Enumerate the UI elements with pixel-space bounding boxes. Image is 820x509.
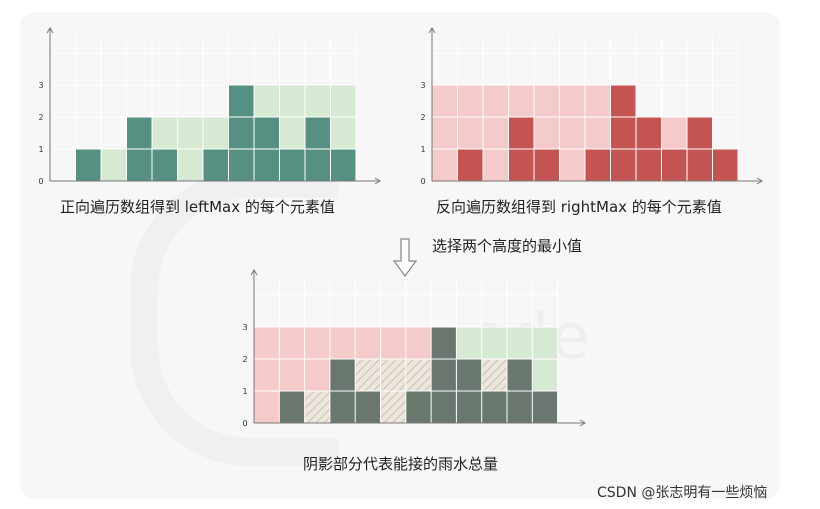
height-bar bbox=[228, 85, 254, 181]
height-bar bbox=[203, 149, 229, 181]
x-axis-arrow bbox=[579, 419, 586, 427]
height-bar bbox=[431, 327, 457, 423]
rightmax-cell bbox=[432, 85, 458, 181]
y-tick-label: 1 bbox=[420, 145, 425, 154]
height-bar bbox=[457, 149, 483, 181]
y-tick-label: 2 bbox=[420, 113, 425, 122]
height-bar bbox=[532, 391, 558, 423]
leftmax-cell bbox=[456, 327, 482, 359]
height-bar bbox=[481, 391, 507, 423]
height-bar bbox=[405, 391, 432, 423]
height-bar bbox=[661, 149, 687, 181]
y-tick-label: 3 bbox=[38, 81, 43, 90]
height-bar bbox=[585, 149, 611, 181]
height-bar bbox=[712, 149, 738, 181]
down-arrow-icon bbox=[392, 238, 418, 278]
height-bar bbox=[355, 391, 381, 423]
height-bar bbox=[75, 149, 101, 181]
height-bar bbox=[279, 391, 305, 423]
height-bar bbox=[152, 149, 178, 181]
x-axis-arrow bbox=[374, 177, 381, 185]
rightmax-chart: 0 1 2 3 bbox=[420, 27, 763, 186]
leftmax-cell bbox=[507, 327, 533, 359]
water-total-caption: 阴影部分代表能接的雨水总量 bbox=[303, 455, 499, 473]
leftmax-cell bbox=[481, 327, 507, 359]
y-tick-label: 1 bbox=[38, 145, 43, 154]
y-tick-label: 0 bbox=[420, 177, 425, 186]
height-bar bbox=[534, 149, 560, 181]
leftmax-caption: 正向遍历数组得到 leftMax 的每个元素值 bbox=[60, 198, 335, 216]
rightmax-cell bbox=[483, 85, 509, 181]
leftmax-cell bbox=[101, 149, 127, 181]
water-cell bbox=[304, 391, 330, 423]
y-axis-arrow bbox=[46, 27, 54, 34]
height-bar bbox=[610, 85, 636, 181]
y-tick-label: 3 bbox=[420, 81, 425, 90]
footer-credit: CSDN @张志明有一些烦恼 bbox=[597, 485, 768, 501]
y-tick-label: 0 bbox=[242, 419, 247, 428]
y-tick-label: 3 bbox=[242, 323, 247, 332]
y-axis-arrow bbox=[428, 27, 436, 34]
rightmax-caption: 反向遍历数组得到 rightMax 的每个元素值 bbox=[436, 198, 722, 216]
water-cell bbox=[405, 359, 432, 391]
y-tick-label: 2 bbox=[38, 113, 43, 122]
x-axis-arrow bbox=[756, 177, 763, 185]
y-tick-label: 0 bbox=[38, 177, 43, 186]
height-bar bbox=[279, 149, 305, 181]
y-axis-arrow bbox=[250, 269, 258, 276]
leftmax-chart: 0 1 2 3 bbox=[38, 27, 381, 186]
water-cell bbox=[481, 359, 507, 391]
rightmax-cell bbox=[559, 85, 585, 181]
y-tick-label: 1 bbox=[242, 387, 247, 396]
rightmax-cell bbox=[254, 327, 280, 423]
water-cell bbox=[355, 359, 381, 391]
min-select-caption: 选择两个高度的最小值 bbox=[432, 237, 583, 255]
y-tick-label: 2 bbox=[242, 355, 247, 364]
combined-chart: 0 1 2 3 bbox=[242, 269, 586, 428]
height-bar bbox=[330, 149, 356, 181]
